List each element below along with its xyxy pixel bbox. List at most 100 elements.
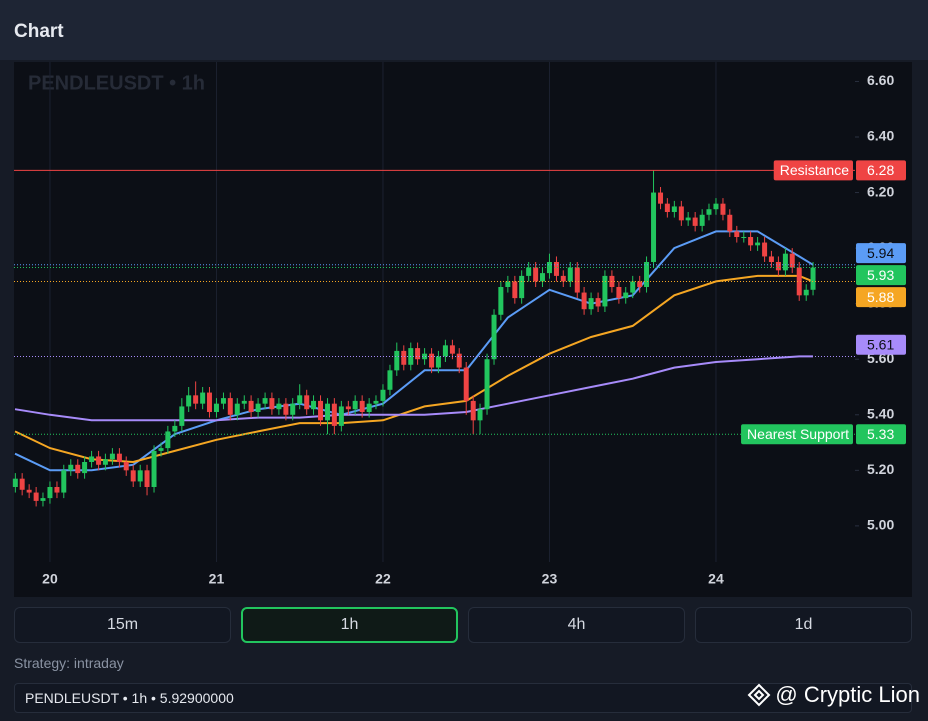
candle-body <box>387 370 393 390</box>
candle-body <box>512 281 518 299</box>
price-line-tag <box>773 160 853 181</box>
candle-body <box>311 400 317 410</box>
price-value-box <box>856 424 906 445</box>
candle-body <box>151 450 157 487</box>
x-tick-label: 20 <box>42 571 58 587</box>
price-value-box <box>856 160 906 181</box>
candle-body <box>12 478 18 487</box>
candle-body <box>325 403 331 421</box>
candle-body <box>415 348 421 360</box>
candle-body <box>699 214 705 226</box>
candle-body <box>685 217 691 221</box>
candle-body <box>762 242 768 257</box>
header-title: Chart <box>14 21 64 42</box>
candle-body <box>519 275 525 299</box>
candle-body <box>269 398 275 410</box>
ma-line <box>14 274 814 464</box>
candle-body <box>200 392 206 404</box>
candle-body <box>644 262 650 287</box>
candle-body <box>505 281 511 287</box>
candle-body <box>422 353 428 360</box>
candle-body <box>193 395 199 404</box>
timeframe-button[interactable]: 1h <box>241 607 458 643</box>
last-value-label: 5.61 <box>867 337 894 353</box>
brand-text: @ Cryptic Lion <box>775 682 920 707</box>
candle-body <box>713 203 719 210</box>
candle-body <box>359 400 365 412</box>
candle-body <box>720 203 726 215</box>
last-value-label: 5.93 <box>867 267 894 283</box>
x-tick-label: 22 <box>375 571 391 587</box>
candle-body <box>172 425 178 432</box>
ma-line <box>14 230 814 472</box>
x-tick-label: 23 <box>542 571 558 587</box>
candle-body <box>137 470 143 482</box>
candle-body <box>123 462 129 471</box>
candle-body <box>782 253 788 271</box>
chart: PENDLEUSDT • 1h 20 21 22 23 24 5.00 5.20 5.40 5.… <box>12 62 912 597</box>
candle-body <box>68 464 74 471</box>
candle-body <box>796 267 802 296</box>
timeframe-button[interactable]: 15m <box>14 607 231 643</box>
candle-body <box>318 400 324 421</box>
timeframe-button[interactable]: 4h <box>468 607 685 643</box>
y-tick-label: 6.40 <box>867 128 894 144</box>
candle-body <box>297 395 303 404</box>
symbol-info: PENDLEUSDT • 1h • 5.92900000 <box>25 690 234 706</box>
candle-body <box>630 281 636 293</box>
candle-body <box>116 453 122 462</box>
candle-body <box>158 448 164 451</box>
header: Chart <box>0 0 928 60</box>
candle-body <box>255 403 261 412</box>
last-value-box <box>856 334 906 355</box>
candle-body <box>33 492 39 501</box>
candle-body <box>581 292 587 310</box>
candle-body <box>637 281 643 287</box>
chart-background <box>14 62 912 597</box>
candle-body <box>546 262 552 274</box>
candle-body <box>477 409 483 421</box>
candle-body <box>803 289 809 296</box>
candle-body <box>241 400 247 404</box>
candle-body <box>658 192 664 204</box>
candle-body <box>470 400 476 421</box>
price-line-tag <box>741 424 853 445</box>
y-tick-label: 5.40 <box>867 405 894 421</box>
candle-body <box>338 406 344 426</box>
last-value-label: 5.88 <box>867 289 894 305</box>
candle-body <box>26 489 32 493</box>
candle-body <box>380 389 386 401</box>
x-tick-label: 24 <box>708 571 724 587</box>
candle-body <box>456 353 462 368</box>
last-value-box <box>856 243 906 264</box>
price-value-label: 5.33 <box>867 426 894 442</box>
candle-body <box>262 398 268 404</box>
candle-body <box>748 237 754 246</box>
chart-watermark: PENDLEUSDT • 1h <box>28 72 205 94</box>
candle-body <box>789 253 795 268</box>
candle-body <box>553 262 559 276</box>
candle-body <box>539 273 545 282</box>
candle-body <box>574 267 580 293</box>
x-tick-label: 21 <box>209 571 225 587</box>
candle-body <box>345 406 351 410</box>
candle-body <box>484 359 490 410</box>
strategy-label: Strategy: intraday <box>14 655 124 671</box>
candle-body <box>442 345 448 357</box>
candle-body <box>213 403 219 412</box>
candle-body <box>206 392 212 412</box>
timeframe-button[interactable]: 1d <box>695 607 912 643</box>
candle-body <box>741 237 747 238</box>
candle-body <box>755 242 761 246</box>
last-value-box <box>856 287 906 308</box>
candle-body <box>401 350 407 365</box>
candle-body <box>498 287 504 315</box>
candle-body <box>40 498 46 501</box>
candle-body <box>595 298 601 307</box>
candle-body <box>227 398 233 415</box>
candle-body <box>234 403 240 415</box>
candle-body <box>491 314 497 360</box>
candle-body <box>220 398 226 404</box>
candle-body <box>616 287 622 299</box>
